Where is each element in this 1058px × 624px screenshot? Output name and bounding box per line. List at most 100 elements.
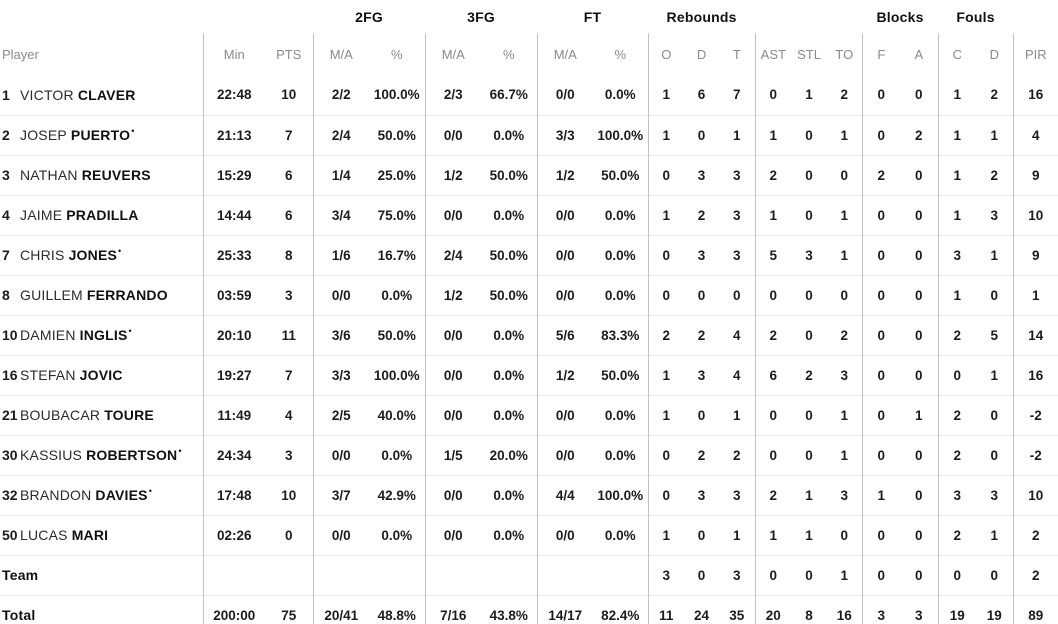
3fg-ma-cell: 2/3 — [424, 75, 482, 115]
2fg-pct-cell: 40.0% — [377, 407, 416, 423]
col-header-to: TO — [835, 46, 854, 62]
2fg-pct-cell: 0.0% — [381, 527, 413, 543]
blocks-against-cell: 0 — [915, 327, 923, 343]
ft-pct-cell: 0.0% — [604, 207, 636, 223]
jersey-number: 21 — [2, 407, 18, 423]
table-row: 3 NATHAN REUVERS 15:29 6 1/4 25.0% 1/2 50.… — [0, 155, 1058, 195]
player-cell: 10 DAMIEN INGLIS• — [0, 315, 203, 355]
table-row: Total 200:00 75 20/41 48.8% 7/16 43.8% 1… — [0, 595, 1058, 624]
jersey-number: 32 — [2, 487, 18, 503]
fouls-committed-cell: 3 — [937, 475, 977, 515]
player-first-name: JAIME — [20, 207, 63, 223]
col-header-2fg-pct: % — [390, 46, 403, 62]
blocks-against-cell: 0 — [915, 207, 923, 223]
2fg-ma-cell: 0/0 — [312, 435, 369, 475]
2fg-ma-cell: 3/7 — [312, 475, 369, 515]
col-header-pts: PTS — [276, 46, 302, 62]
fouls-drawn-cell: 1 — [990, 127, 999, 143]
2fg-ma-cell: 2/5 — [312, 395, 369, 435]
jersey-number: 2 — [2, 127, 10, 143]
minutes-cell: 03:59 — [202, 275, 265, 315]
reb-def-cell: 0 — [697, 567, 706, 583]
fouls-drawn-cell: 2 — [990, 87, 999, 103]
pir-cell: 9 — [1012, 235, 1058, 275]
jersey-number: 50 — [2, 527, 18, 543]
group-spacer-minpts — [203, 0, 313, 33]
minutes-cell: 20:10 — [202, 315, 265, 355]
player-cell: 50 LUCAS MARI — [0, 515, 203, 555]
fouls-drawn-cell: 1 — [990, 367, 999, 383]
3fg-pct-cell: 0.0% — [493, 367, 525, 383]
steals-cell: 3 — [805, 247, 813, 263]
turnovers-cell: 0 — [840, 527, 849, 543]
reb-off-cell: 0 — [647, 475, 685, 515]
reb-off-cell: 1 — [647, 115, 685, 155]
player-last-name: Total — [2, 607, 36, 623]
steals-cell: 0 — [805, 447, 813, 463]
reb-total-cell: 3 — [733, 207, 741, 223]
player-first-name: GUILLEM — [20, 287, 83, 303]
jersey-number: 4 — [2, 207, 10, 223]
2fg-pct-cell: 50.0% — [377, 127, 416, 143]
3fg-ma-cell: 0/0 — [424, 395, 482, 435]
2fg-pct-cell: 0.0% — [381, 287, 413, 303]
fouls-committed-cell: 3 — [937, 235, 977, 275]
3fg-pct-cell — [481, 555, 537, 595]
blocks-favor-cell: 0 — [861, 115, 901, 155]
reb-total-cell: 0 — [733, 287, 741, 303]
reb-def-cell: 0 — [697, 287, 706, 303]
player-last-name: JONES — [68, 247, 118, 263]
player-last-name: ROBERTSON — [86, 447, 178, 463]
fouls-committed-cell: 1 — [937, 115, 977, 155]
turnovers-cell: 2 — [840, 87, 849, 103]
2fg-ma-cell: 1/6 — [312, 235, 369, 275]
2fg-ma-cell: 20/41 — [312, 595, 369, 624]
turnovers-cell: 0 — [840, 167, 849, 183]
ft-pct-cell: 50.0% — [601, 167, 640, 183]
points-cell: 8 — [284, 247, 293, 263]
turnovers-cell: 3 — [840, 487, 849, 503]
points-cell: 6 — [284, 207, 293, 223]
assists-cell: 20 — [754, 595, 792, 624]
pir-cell: 9 — [1012, 155, 1058, 195]
reb-total-cell: 3 — [733, 247, 741, 263]
table-row: 21 BOUBACAR TOURE 11:49 4 2/5 40.0% 0/0 0.… — [0, 395, 1058, 435]
pir-cell: -2 — [1012, 395, 1058, 435]
assists-cell: 1 — [754, 195, 792, 235]
ft-ma-cell: 4/4 — [536, 475, 594, 515]
player-cell: Total — [0, 595, 203, 624]
assists-cell: 2 — [754, 155, 792, 195]
blocks-against-cell: 0 — [915, 87, 923, 103]
jersey-number: 1 — [2, 86, 10, 103]
3fg-ma-cell: 0/0 — [424, 355, 482, 395]
2fg-ma-cell — [312, 555, 369, 595]
assists-cell: 2 — [754, 315, 792, 355]
group-header-2fg: 2FG — [355, 8, 383, 25]
ft-pct-cell: 50.0% — [601, 367, 640, 383]
ft-ma-cell: 1/2 — [536, 155, 594, 195]
blocks-favor-cell: 2 — [861, 155, 901, 195]
player-cell: Team — [0, 555, 203, 595]
group-header-row: 2FG 3FG FT Rebounds Blocks Fouls — [0, 0, 1058, 33]
pir-cell: 2 — [1012, 555, 1058, 595]
turnovers-cell: 1 — [840, 447, 849, 463]
ft-pct-cell: 0.0% — [604, 247, 636, 263]
minutes-cell: 200:00 — [202, 595, 265, 624]
reb-total-cell: 1 — [733, 527, 741, 543]
player-cell: 16 STEFAN JOVIC — [0, 355, 203, 395]
blocks-against-cell: 1 — [915, 407, 923, 423]
turnovers-cell: 1 — [840, 207, 849, 223]
col-header-block-a: A — [914, 46, 924, 62]
player-last-name: DAVIES — [95, 487, 148, 503]
player-cell: 8 GUILLEM FERRANDO — [0, 275, 203, 315]
assists-cell: 2 — [754, 475, 792, 515]
reb-total-cell: 3 — [733, 567, 741, 583]
3fg-ma-cell: 0/0 — [424, 475, 482, 515]
ft-ma-cell: 0/0 — [536, 235, 594, 275]
minutes-cell: 25:33 — [202, 235, 265, 275]
blocks-against-cell: 0 — [915, 287, 923, 303]
2fg-pct-cell: 16.7% — [377, 247, 416, 263]
jersey-number: 3 — [2, 167, 10, 183]
2fg-pct-cell — [369, 555, 425, 595]
steals-cell: 1 — [805, 527, 813, 543]
